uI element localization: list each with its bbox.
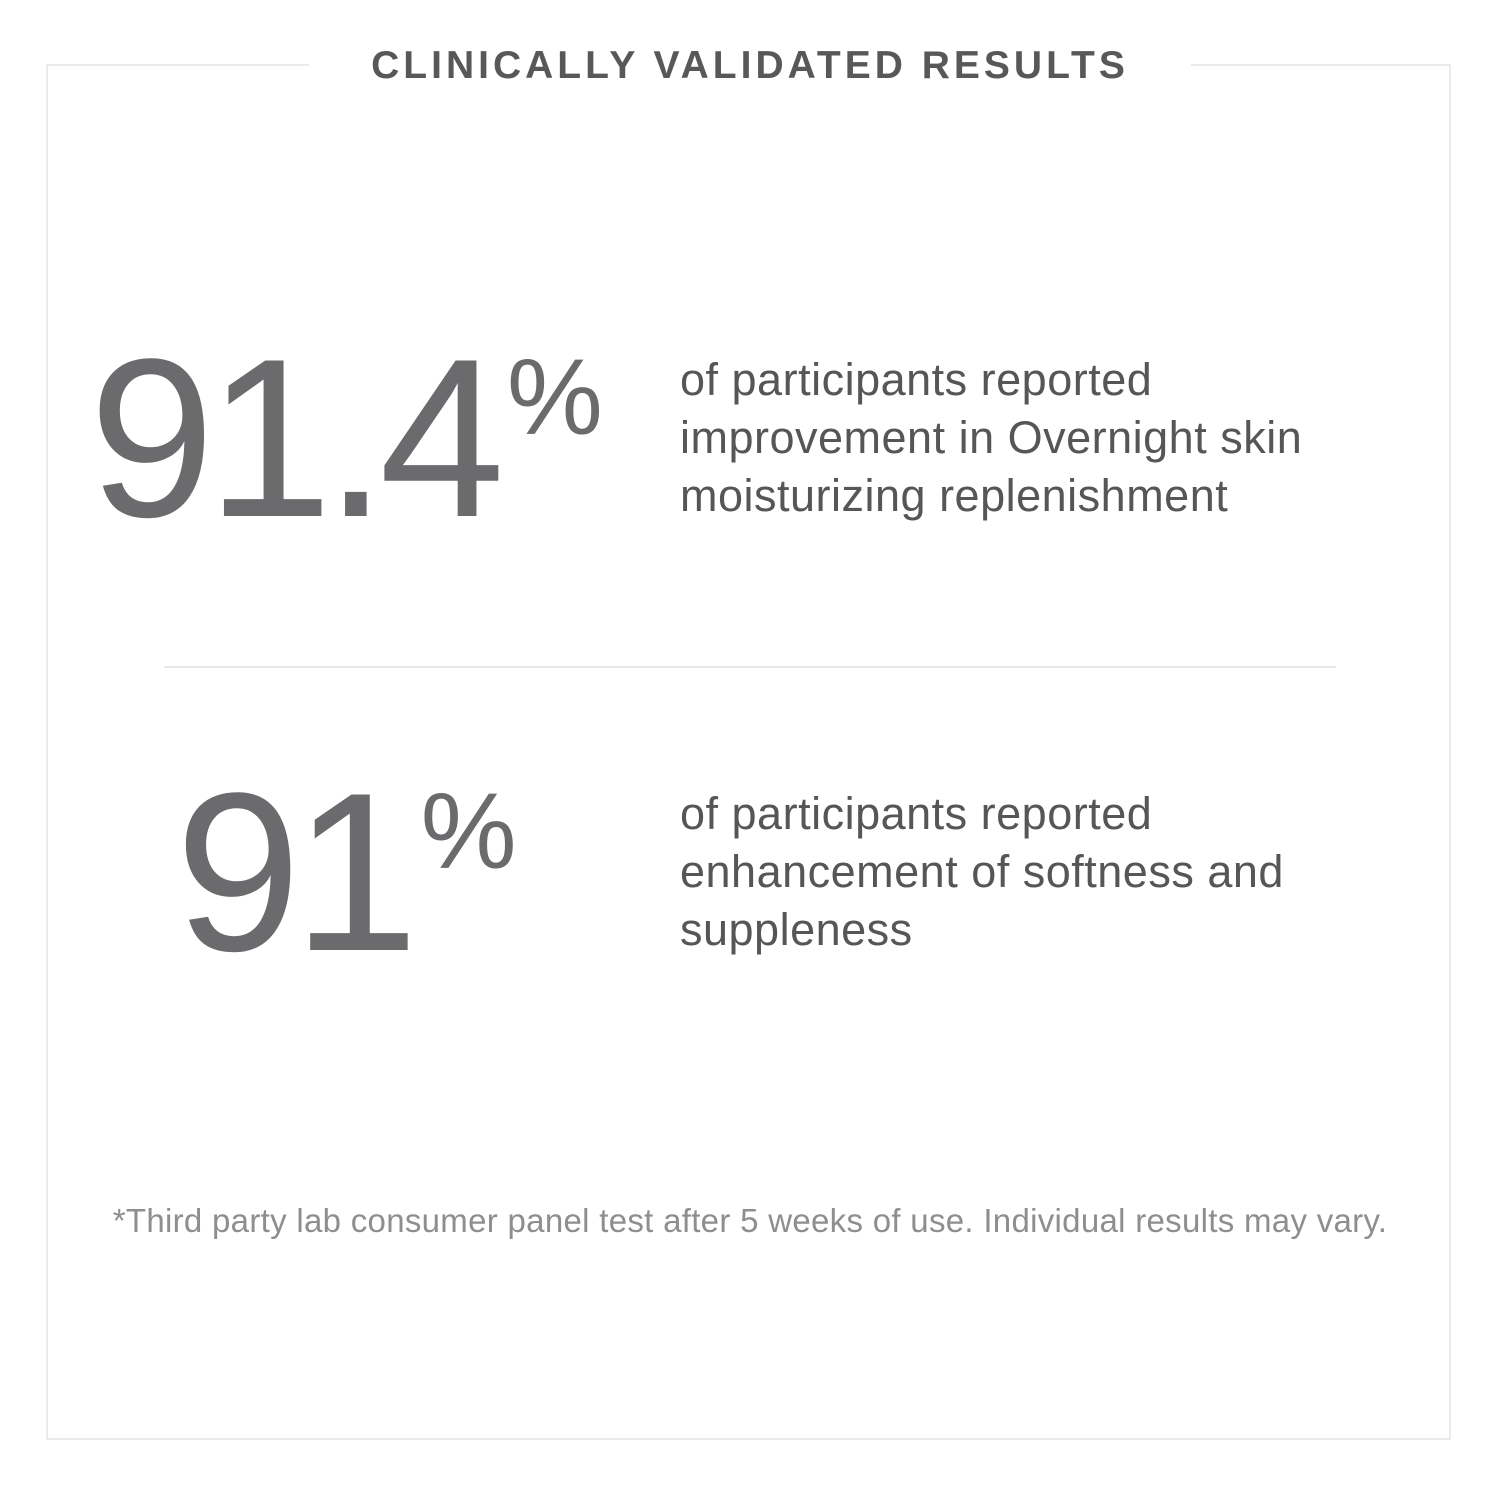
stat-description-line: of participants reported [680, 788, 1153, 839]
percent-sign: % [506, 336, 603, 458]
panel-title: CLINICALLY VALIDATED RESULTS [309, 44, 1191, 88]
disclaimer-text: *Third party lab consumer panel test aft… [112, 1202, 1388, 1239]
stat-description-line: enhancement of softness and [680, 846, 1284, 897]
stat-row-moisturizing: 91.4 % of participants reported improvem… [46, 311, 1451, 565]
stat-description-2: of participants reported enhancement of … [680, 785, 1284, 959]
stat-description-1: of participants reported improvement in … [680, 351, 1302, 525]
stat-description-line: improvement in Overnight skin [680, 412, 1303, 463]
section-divider [164, 666, 1336, 668]
title-band: CLINICALLY VALIDATED RESULTS [0, 44, 1500, 88]
stat-number: 91 [175, 745, 418, 999]
percent-sign: % [420, 770, 517, 892]
stat-row-softness: 91 % of participants reported enhancemen… [46, 745, 1451, 999]
stat-description-line: moisturizing replenishment [680, 470, 1229, 521]
stat-description-line: of participants reported [680, 354, 1153, 405]
stat-figure-2: 91 % [46, 745, 646, 999]
stat-description-line: suppleness [680, 904, 913, 955]
stat-number: 91.4 [89, 311, 505, 565]
stat-figure-1: 91.4 % [46, 311, 646, 565]
